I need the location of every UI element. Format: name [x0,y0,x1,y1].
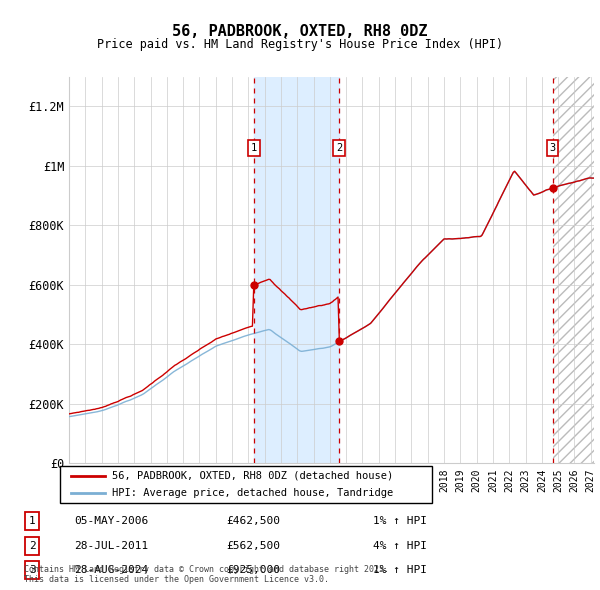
Text: Contains HM Land Registry data © Crown copyright and database right 2025.
This d: Contains HM Land Registry data © Crown c… [24,565,389,584]
Text: £462,500: £462,500 [227,516,281,526]
Text: £562,500: £562,500 [227,540,281,550]
Text: 28-JUL-2011: 28-JUL-2011 [74,540,149,550]
Text: 05-MAY-2006: 05-MAY-2006 [74,516,149,526]
Bar [553,77,594,463]
Text: 1: 1 [251,143,257,153]
Text: 1% ↑ HPI: 1% ↑ HPI [373,516,427,526]
Text: 3: 3 [550,143,556,153]
Text: 2: 2 [29,540,35,550]
FancyBboxPatch shape [60,466,432,503]
Text: 56, PADBROOK, OXTED, RH8 0DZ (detached house): 56, PADBROOK, OXTED, RH8 0DZ (detached h… [112,471,394,481]
Text: 4% ↑ HPI: 4% ↑ HPI [373,540,427,550]
Text: 2: 2 [336,143,342,153]
Text: 28-AUG-2024: 28-AUG-2024 [74,565,149,575]
Text: £925,000: £925,000 [227,565,281,575]
Text: 56, PADBROOK, OXTED, RH8 0DZ: 56, PADBROOK, OXTED, RH8 0DZ [172,24,428,38]
Text: 3: 3 [29,565,35,575]
Text: Price paid vs. HM Land Registry's House Price Index (HPI): Price paid vs. HM Land Registry's House … [97,38,503,51]
Text: HPI: Average price, detached house, Tandridge: HPI: Average price, detached house, Tand… [112,488,394,498]
Bar [254,77,339,463]
Text: 1% ↑ HPI: 1% ↑ HPI [373,565,427,575]
Text: 1: 1 [29,516,35,526]
